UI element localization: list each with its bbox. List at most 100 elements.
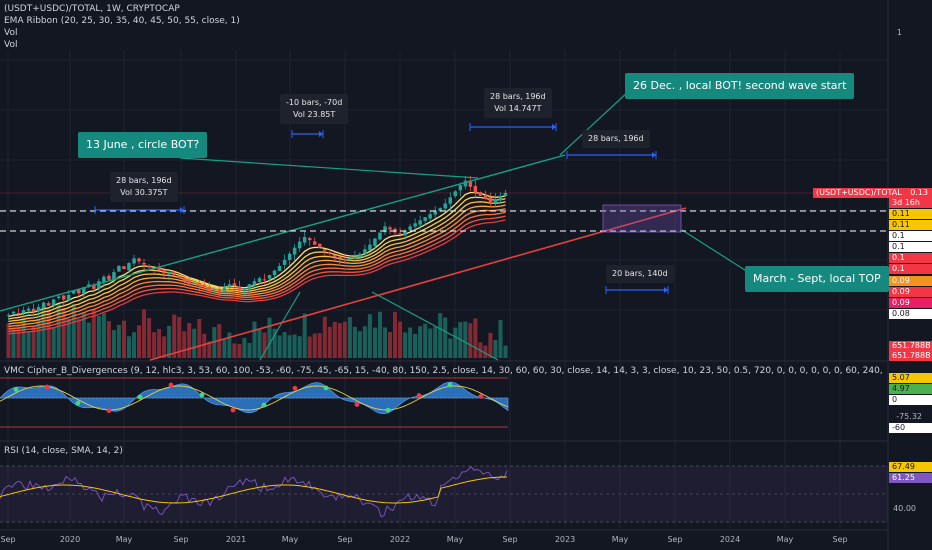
measure-arrow-3 (652, 152, 656, 158)
level-1: 0.11 (889, 220, 932, 230)
volume-bar-17 (91, 309, 96, 358)
candle-body-47 (242, 288, 247, 291)
wt-dot-2 (75, 400, 81, 406)
candle-body-71 (363, 249, 367, 254)
candle-body-7 (41, 302, 46, 309)
candle-body-30 (157, 267, 161, 271)
volume-bar-6 (36, 318, 41, 358)
candle-body-90 (458, 185, 463, 191)
callout-june[interactable]: 13 June , circle BOT? (78, 132, 208, 158)
candle-body-48 (247, 284, 252, 290)
volume-bar-82 (418, 326, 423, 358)
x-tick-label: May (281, 535, 299, 544)
wt-dot-4 (137, 394, 143, 400)
measure-label-3-line2: Vol 14.747T (494, 104, 542, 113)
wt-dot-11 (354, 402, 360, 407)
measure-arrow-4 (664, 287, 668, 293)
candle-body-31 (162, 269, 166, 274)
volume-bar-11 (61, 308, 66, 358)
volume-bar-78 (398, 321, 403, 358)
volume-bar-47 (242, 337, 247, 358)
wt-dot-8 (261, 402, 267, 408)
volume-bar-87 (443, 317, 448, 358)
candle-body-28 (147, 265, 151, 268)
volume-bar-30 (157, 329, 162, 358)
volume-bar-58 (297, 336, 302, 358)
callout-march[interactable]: March - Sept, local TOP (745, 266, 889, 292)
candle-body-10 (57, 296, 61, 299)
level-3: 0.1 (889, 242, 932, 252)
candle-body-70 (358, 253, 362, 258)
rsi-title[interactable]: RSI (14, close, SMA, 14, 2) (4, 446, 123, 456)
volume-bar-29 (152, 332, 157, 358)
candle-body-52 (267, 275, 272, 279)
volume-bar-9 (51, 327, 56, 358)
candle-body-27 (142, 263, 146, 265)
volume-bar-38 (197, 319, 202, 358)
volume-bar-34 (177, 317, 182, 358)
volume-value-a: 651.788B (889, 341, 932, 351)
candle-body-69 (353, 256, 357, 259)
measure-label-4: 28 bars, 196d (582, 130, 650, 148)
symbol-price-tag: (USDT+USDC)/TOTAL 0.13 (813, 188, 932, 198)
rsi-value-1: 67.49 (889, 462, 932, 472)
x-tick-label: May (446, 535, 464, 544)
candle-body-62 (318, 243, 322, 248)
candle-body-54 (277, 266, 282, 271)
volume-bar-85 (433, 326, 438, 358)
wavetrend-panel (0, 377, 509, 428)
drawings[interactable] (0, 89, 888, 361)
candle-body-73 (373, 238, 377, 247)
volume-bar-95 (483, 345, 488, 358)
volume-bar-80 (408, 327, 413, 358)
candle-body-19 (102, 276, 106, 282)
trendline-red (149, 207, 687, 361)
candle-body-78 (398, 233, 402, 235)
volume-bar-73 (373, 327, 377, 358)
candle-body-64 (328, 252, 332, 254)
top-zone-box (602, 204, 682, 233)
candle-body-85 (433, 211, 437, 215)
x-tick-label: 2024 (719, 535, 741, 544)
candle-body-18 (97, 281, 101, 289)
candle-body-46 (237, 286, 242, 291)
volume-bar-21 (111, 330, 116, 358)
candle-body-84 (428, 214, 432, 219)
volume-bar-60 (307, 336, 312, 358)
volume-bar-45 (232, 343, 237, 358)
candle-body-98 (498, 195, 503, 201)
candle-body-3 (21, 310, 26, 314)
candle-body-13 (72, 290, 76, 294)
volume-legend-2[interactable]: Vol (4, 40, 18, 50)
measure-label-2-line1: -10 bars, -70d (286, 98, 343, 107)
measure-label-4-line1: 28 bars, 196d (588, 134, 644, 143)
volume-bar-4 (26, 331, 31, 358)
volume-bar-5 (31, 325, 36, 358)
volume-bar-13 (71, 304, 76, 358)
candle-body-33 (172, 272, 176, 276)
x-tick-label: 2023 (554, 535, 576, 544)
volume-bar-79 (403, 332, 408, 358)
candle-body-94 (478, 192, 483, 196)
volume-bar-26 (137, 325, 141, 358)
wt-value-2: 4.97 (889, 384, 932, 394)
candle-body-72 (368, 244, 372, 251)
volume-bar-69 (352, 326, 357, 358)
volume-bar-76 (388, 332, 392, 358)
callout-dec[interactable]: 26 Dec. , local BOT! second wave start (625, 73, 855, 99)
volume-legend-1[interactable]: Vol (4, 28, 18, 38)
wavetrend-title[interactable]: VMC Cipher_B_Divergences (9, 12, hlc3, 3… (4, 366, 884, 376)
level-2: 0.1 (889, 231, 932, 241)
ema-ribbon-legend[interactable]: EMA Ribbon (20, 25, 30, 35, 40, 45, 50, … (4, 16, 240, 26)
volume-bar-2 (16, 324, 21, 358)
candle-body-61 (313, 241, 317, 245)
volume-bar-66 (337, 323, 342, 358)
volume-bar-8 (46, 309, 51, 358)
ema-line-35 (8, 204, 506, 325)
candle-body-0 (6, 314, 11, 316)
volume-bar-19 (101, 313, 106, 358)
candle-body-43 (222, 287, 227, 293)
volume-bar-22 (116, 324, 121, 358)
candle-body-79 (403, 231, 407, 236)
